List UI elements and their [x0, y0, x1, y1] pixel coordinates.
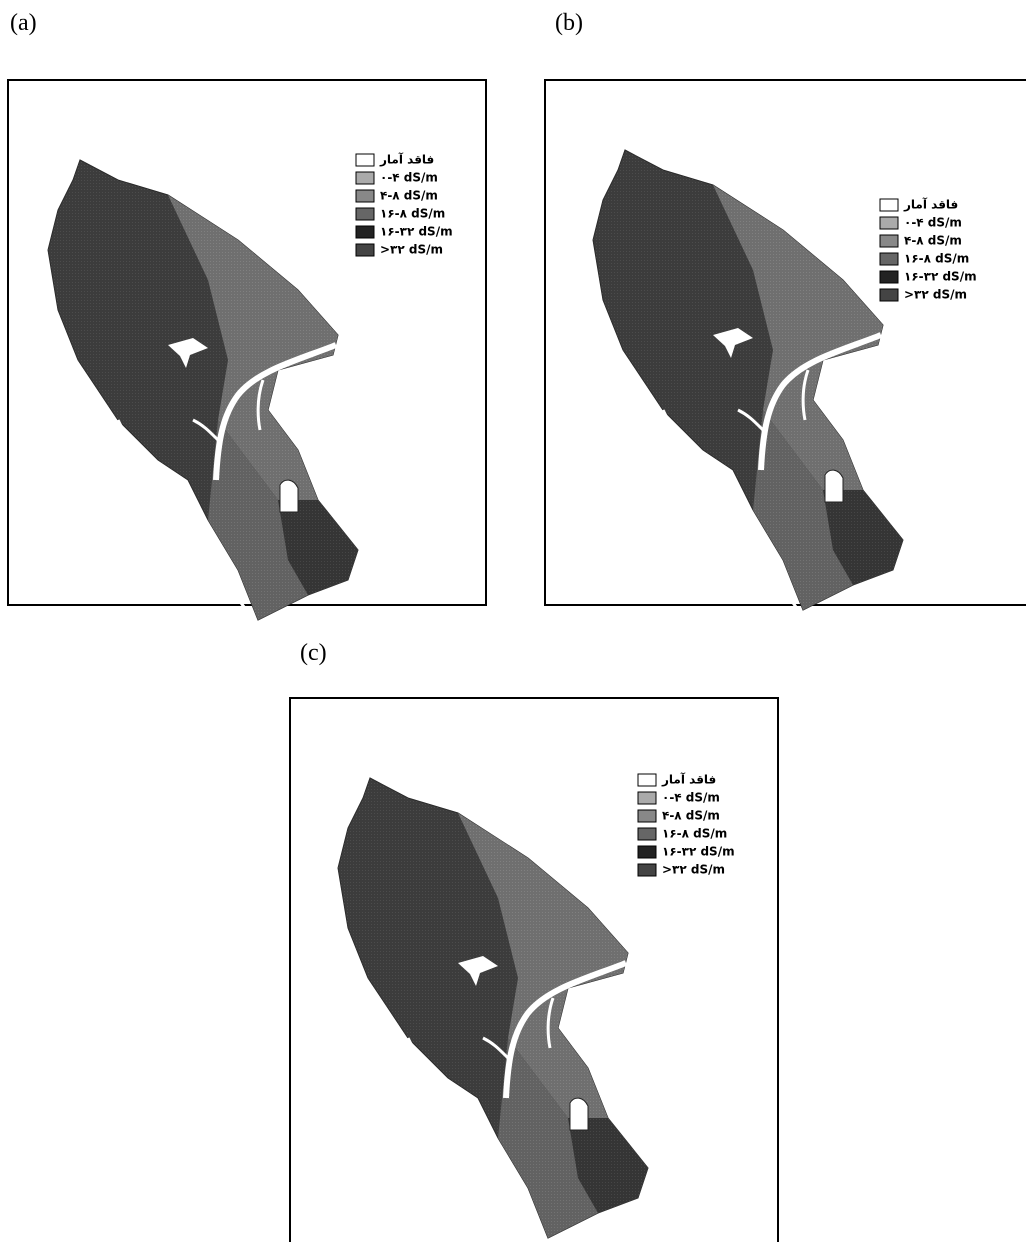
legend-label: ۱۶-۸ dS/m — [904, 252, 969, 266]
legend-swatch — [355, 153, 375, 167]
legend-swatch — [637, 773, 657, 787]
legend-label: ۰-۴ dS/m — [904, 216, 962, 230]
map-region — [593, 150, 903, 610]
legend-swatch — [637, 827, 657, 841]
legend-label: >۳۲ dS/m — [662, 863, 725, 877]
legend-swatch — [879, 234, 899, 248]
legend-swatch — [879, 216, 899, 230]
legend-label: ۱۶-۳۲ dS/m — [380, 225, 453, 239]
legend-label: ۴-۸ dS/m — [380, 189, 438, 203]
map-frame — [289, 697, 779, 1242]
map-panel: (c) فاقد آمار ۰-۴ dS/m ۴-۸ dS/m ۱۶-۸ dS/m ۱۶-… — [289, 640, 779, 1242]
legend-label: ۱۶-۳۲ dS/m — [904, 270, 977, 284]
panel-label: (c) — [300, 640, 327, 666]
map-region — [48, 160, 358, 620]
legend-swatch — [355, 207, 375, 221]
legend-swatch — [355, 225, 375, 239]
legend-swatch — [879, 270, 899, 284]
legend-label: ۴-۸ dS/m — [904, 234, 962, 248]
legend-label: ۴-۸ dS/m — [662, 809, 720, 823]
map-region — [338, 778, 648, 1238]
legend-swatch — [355, 171, 375, 185]
map-panel: (b) فاقد آمار ۰-۴ dS/m ۴-۸ dS/m ۱۶-۸ dS/m ۱۶-… — [544, 10, 1026, 610]
legend-swatch — [879, 252, 899, 266]
legend-label: >۳۲ dS/m — [380, 243, 443, 257]
legend-label: ۱۶-۸ dS/m — [662, 827, 727, 841]
legend-swatch — [879, 198, 899, 212]
map-frame — [544, 79, 1026, 606]
legend-label: ۰-۴ dS/m — [662, 791, 720, 805]
legend-label: ۱۶-۸ dS/m — [380, 207, 445, 221]
legend-label: ۱۶-۳۲ dS/m — [662, 845, 735, 859]
panel-label: (b) — [555, 10, 583, 36]
legend-swatch — [637, 845, 657, 859]
legend-label: >۳۲ dS/m — [904, 288, 967, 302]
legend-swatch — [637, 809, 657, 823]
legend-swatch — [637, 791, 657, 805]
legend-swatch — [879, 288, 899, 302]
legend-swatch — [637, 863, 657, 877]
legend-label: فاقد آمار — [903, 197, 958, 212]
legend-swatch — [355, 189, 375, 203]
legend-label: فاقد آمار — [661, 772, 716, 787]
legend-swatch — [355, 243, 375, 257]
map-frame — [7, 79, 487, 606]
legend-label: فاقد آمار — [379, 152, 434, 167]
panel-label: (a) — [10, 10, 37, 36]
map-panel: (a) فاقد آمار ۰-۴ dS/m ۴-۸ dS/m ۱۶-۸ dS/m ۱۶-… — [7, 10, 487, 620]
legend-label: ۰-۴ dS/m — [380, 171, 438, 185]
